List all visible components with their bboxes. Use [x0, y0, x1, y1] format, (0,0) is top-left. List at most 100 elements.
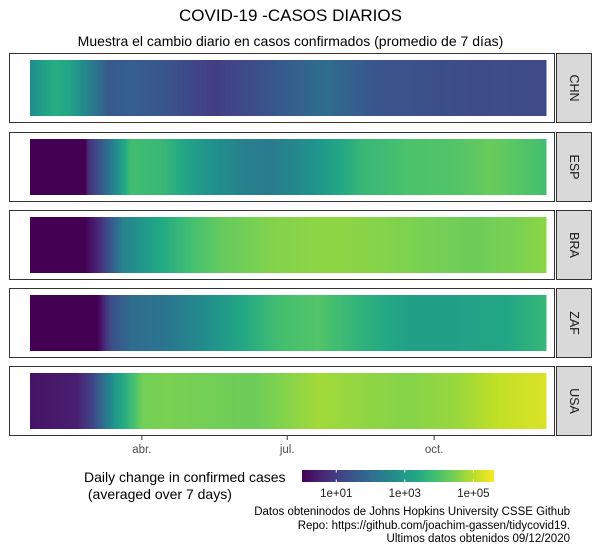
heatmap-cell: [336, 60, 339, 116]
heatmap-cell: [84, 295, 87, 351]
heatmap-cell: [328, 373, 331, 429]
heatmap-cell: [199, 373, 202, 429]
heatmap-cell: [331, 295, 334, 351]
heatmap-cell: [451, 295, 454, 351]
heatmap-cell: [101, 217, 104, 273]
heatmap-cell: [141, 217, 144, 273]
heatmap-cell: [298, 217, 301, 273]
heatmap-cell: [199, 295, 202, 351]
heatmap-cell: [295, 373, 298, 429]
heatmap-cell: [37, 60, 40, 116]
heatmap-cell: [363, 60, 366, 116]
heatmap-cell: [145, 60, 147, 116]
heatmap-cell: [90, 373, 93, 429]
heatmap-cell: [445, 139, 448, 195]
heatmap-cell: [245, 295, 248, 351]
heatmap-cell: [362, 217, 365, 273]
heatmap-cell: [159, 139, 162, 195]
heatmap-cell: [392, 295, 395, 351]
heatmap-cell: [354, 60, 357, 116]
heatmap-cell: [223, 295, 226, 351]
heatmap-cell: [426, 373, 429, 429]
heatmap-cell: [432, 139, 435, 195]
heatmap-cell: [517, 60, 520, 116]
heatmap-cell: [349, 60, 352, 116]
heatmap-cell: [304, 295, 307, 351]
heatmap-cell: [312, 139, 315, 195]
heatmap-cell: [320, 217, 323, 273]
heatmap-cell: [418, 295, 421, 351]
heatmap-cell: [493, 295, 496, 351]
heatmap-cell: [37, 217, 40, 273]
heatmap-cell: [438, 295, 441, 351]
heatmap-cell: [304, 60, 307, 116]
heatmap-cell: [33, 295, 36, 351]
heatmap-cell: [60, 60, 63, 116]
heatmap-cell: [111, 295, 114, 351]
heatmap-cell: [323, 295, 326, 351]
heatmap-cell: [387, 60, 390, 116]
heatmap-cell: [266, 295, 269, 351]
heatmap-cell: [97, 60, 100, 116]
heatmap-cell: [461, 60, 464, 116]
heatmap-cell: [510, 373, 513, 429]
heatmap-cell: [218, 217, 221, 273]
heatmap-cell: [368, 139, 371, 195]
heatmap-cell: [373, 217, 376, 273]
heatmap-cell: [522, 139, 524, 195]
heatmap-cell: [116, 217, 119, 273]
heatmap-cell: [530, 139, 532, 195]
heatmap-cell: [454, 217, 457, 273]
heatmap-cell: [323, 217, 326, 273]
heatmap-cell: [132, 295, 135, 351]
heatmap-cell: [464, 295, 467, 351]
heatmap-cell: [132, 139, 135, 195]
heatmap-cell: [143, 295, 146, 351]
heatmap-cell: [474, 373, 477, 429]
heatmap-cell: [184, 60, 187, 116]
panel-border: [9, 366, 555, 436]
heatmap-cell: [274, 373, 277, 429]
heatmap-cell: [416, 60, 419, 116]
heatmap-cell: [261, 373, 264, 429]
heatmap-cell: [399, 139, 401, 195]
heatmap-cell: [427, 217, 430, 273]
heatmap-cell: [229, 295, 232, 351]
heatmap-cell: [319, 295, 322, 351]
heatmap-cell: [71, 60, 74, 116]
heatmap-cell: [438, 139, 441, 195]
heatmap-cell: [298, 139, 301, 195]
heatmap-cell: [149, 60, 152, 116]
heatmap-cell: [194, 60, 197, 116]
heatmap-cell: [453, 373, 456, 429]
heatmap-cell: [370, 217, 373, 273]
heatmap-cell: [541, 217, 544, 273]
heatmap-cell: [269, 139, 272, 195]
heatmap-cell: [488, 373, 491, 429]
heatmap-cell: [299, 373, 302, 429]
heatmap-cell: [239, 295, 242, 351]
heatmap-cell: [509, 217, 512, 273]
heatmap-cell: [531, 217, 534, 273]
heatmap-cell: [477, 217, 480, 273]
heatmap-cell: [141, 295, 144, 351]
heatmap-cell: [328, 60, 331, 116]
heatmap-cell: [164, 60, 167, 116]
heatmap-cell: [421, 217, 424, 273]
heatmap-cell: [461, 295, 464, 351]
heatmap-cell: [298, 373, 301, 429]
heatmap-cell: [386, 373, 389, 429]
heatmap-cell: [161, 373, 163, 429]
heatmap-cell: [224, 373, 227, 429]
heatmap-cell: [33, 60, 36, 116]
heatmap-cell: [236, 217, 239, 273]
heatmap-cell: [223, 60, 226, 116]
heatmap-cell: [456, 217, 459, 273]
heatmap-cell: [371, 373, 374, 429]
heatmap-cell: [153, 60, 155, 116]
heatmap-cell: [498, 295, 501, 351]
heatmap-cell: [314, 139, 317, 195]
heatmap-cell: [242, 60, 245, 116]
heatmap-cell: [544, 373, 547, 429]
heatmap-cell: [290, 139, 293, 195]
